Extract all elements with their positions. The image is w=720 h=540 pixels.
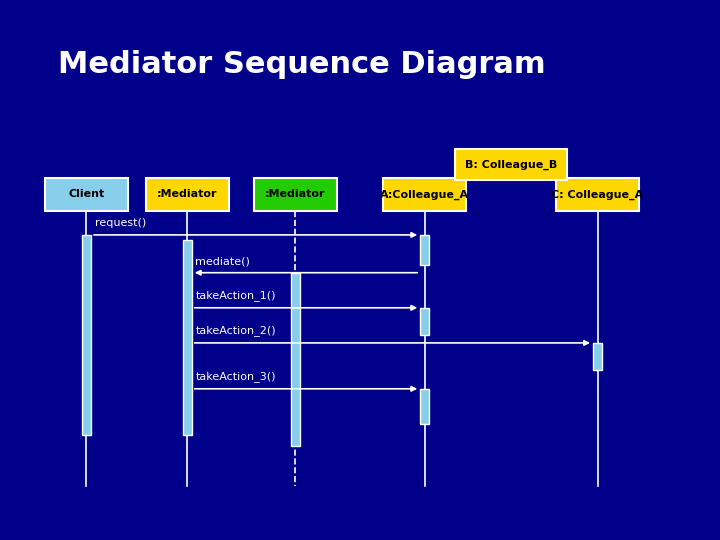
FancyBboxPatch shape [455, 149, 567, 180]
FancyBboxPatch shape [145, 178, 229, 211]
FancyBboxPatch shape [420, 308, 429, 335]
Text: takeAction_2(): takeAction_2() [196, 326, 276, 336]
FancyBboxPatch shape [253, 178, 336, 211]
FancyBboxPatch shape [556, 178, 639, 211]
Text: C: Colleague_A: C: Colleague_A [552, 189, 644, 200]
Text: takeAction_3(): takeAction_3() [196, 372, 276, 382]
FancyBboxPatch shape [82, 235, 91, 435]
Text: :Mediator: :Mediator [265, 190, 325, 199]
FancyBboxPatch shape [420, 235, 429, 265]
FancyBboxPatch shape [383, 178, 467, 211]
Text: request(): request() [95, 218, 146, 228]
Text: takeAction_1(): takeAction_1() [196, 291, 276, 301]
Text: Client: Client [68, 190, 104, 199]
Text: mediate(): mediate() [196, 256, 251, 266]
FancyBboxPatch shape [183, 240, 192, 435]
Text: A:Colleague_A: A:Colleague_A [380, 189, 469, 200]
Text: Mediator Sequence Diagram: Mediator Sequence Diagram [58, 50, 545, 79]
FancyBboxPatch shape [290, 273, 300, 446]
FancyBboxPatch shape [593, 343, 602, 370]
Text: B: Colleague_B: B: Colleague_B [465, 159, 557, 170]
FancyBboxPatch shape [420, 389, 429, 424]
Text: :Mediator: :Mediator [157, 190, 217, 199]
FancyBboxPatch shape [45, 178, 128, 211]
